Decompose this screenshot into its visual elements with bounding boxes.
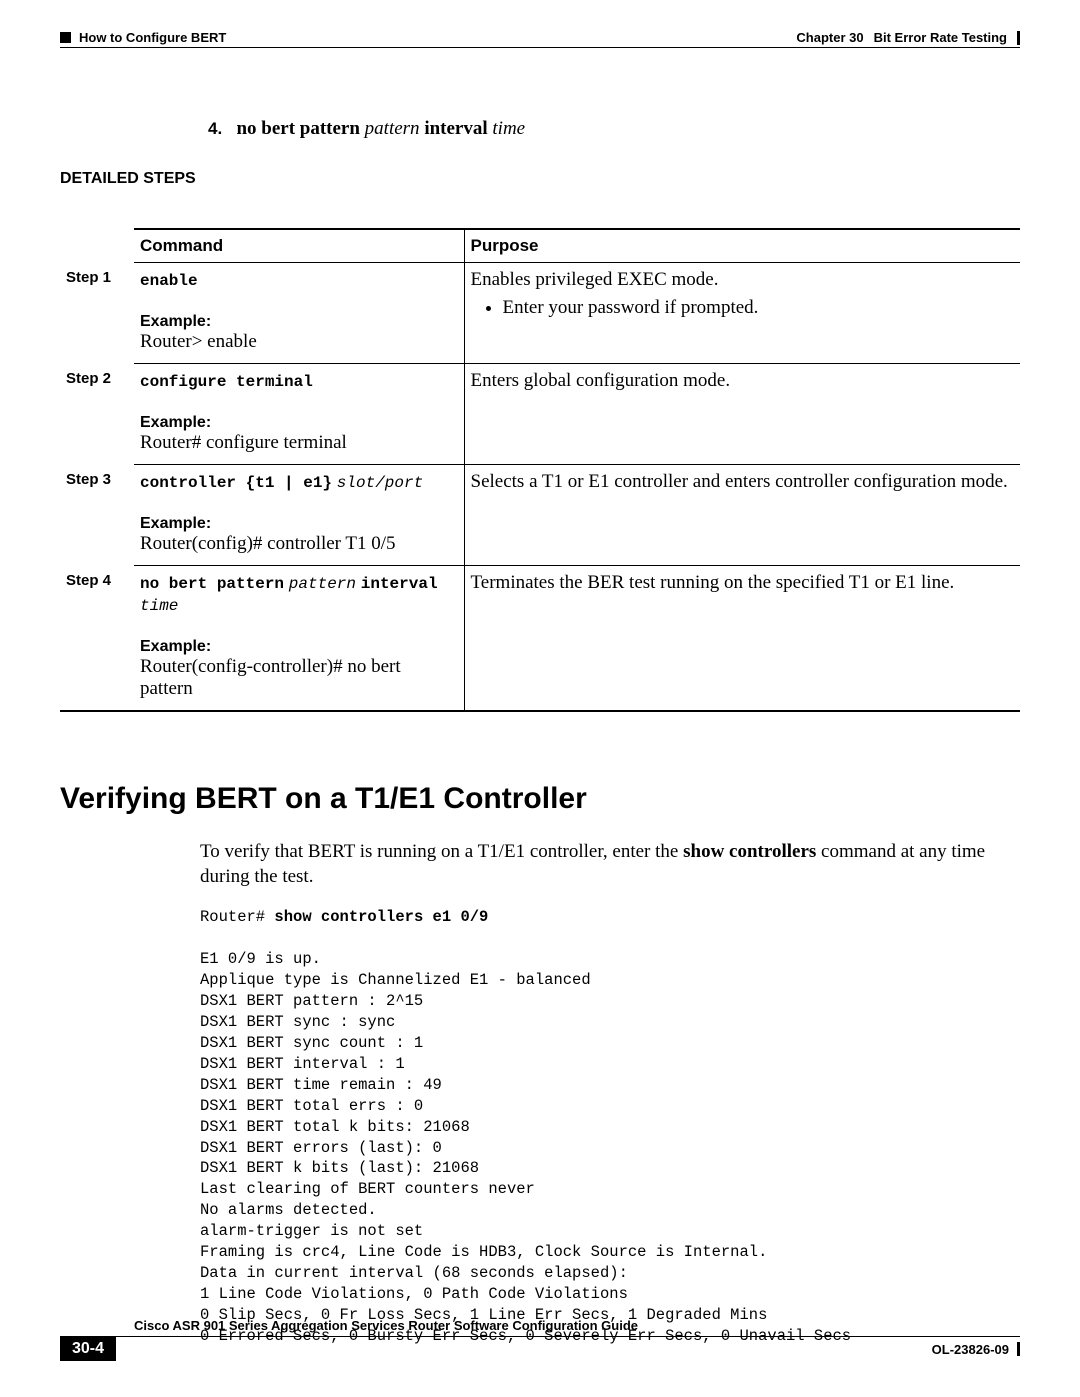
section-body: To verify that BERT is running on a T1/E…: [200, 840, 1020, 889]
table-header-empty: [60, 229, 134, 263]
doc-id-text: OL-23826-09: [932, 1342, 1009, 1357]
purpose-text: Enables privileged EXEC mode.: [471, 269, 719, 290]
purpose-cell: Enables privileged EXEC mode. Enter your…: [464, 263, 1020, 364]
command-table: Command Purpose Step 1 enable Example: R…: [60, 228, 1020, 712]
table-header-command: Command: [134, 229, 464, 263]
command-mono: configure terminal: [140, 373, 313, 391]
purpose-cell: Selects a T1 or E1 controller and enters…: [464, 465, 1020, 566]
body-bold-cmd: show controllers: [683, 841, 816, 862]
output-body: E1 0/9 is up. Applique type is Channeliz…: [200, 950, 851, 1345]
purpose-cell: Terminates the BER test running on the s…: [464, 566, 1020, 712]
summary-step-number: 4.: [208, 119, 222, 138]
header-rule: [60, 47, 1020, 48]
output-command: show controllers e1 0/9: [274, 908, 488, 926]
header-square-icon: [60, 32, 71, 43]
step-label: Step 2: [60, 364, 134, 465]
header-bar-icon: [1017, 31, 1020, 45]
command-mono2: interval: [361, 575, 438, 593]
command-cell: enable Example: Router> enable: [134, 263, 464, 364]
command-mono: enable: [140, 272, 198, 290]
section-heading: Verifying BERT on a T1/E1 Controller: [60, 782, 1020, 816]
table-row: Step 2 configure terminal Example: Route…: [60, 364, 1020, 465]
example-text: Router(config-controller)# no bert patte…: [140, 656, 401, 699]
purpose-text: Selects a T1 or E1 controller and enters…: [471, 471, 1008, 492]
purpose-text: Terminates the BER test running on the s…: [471, 572, 955, 593]
footer-bar-icon: [1017, 1342, 1020, 1356]
example-label: Example:: [140, 414, 456, 432]
command-cell: configure terminal Example: Router# conf…: [134, 364, 464, 465]
summary-step-cmd1: no bert pattern: [236, 118, 359, 139]
page-header: How to Configure BERT Chapter 30 Bit Err…: [60, 30, 1020, 45]
purpose-cell: Enters global configuration mode.: [464, 364, 1020, 465]
page-footer: Cisco ASR 901 Series Aggregation Service…: [60, 1318, 1020, 1361]
cli-output: Router# show controllers e1 0/9 E1 0/9 i…: [200, 907, 1020, 1346]
summary-step-cmd2: interval: [424, 118, 487, 139]
page-number-badge: 30-4: [60, 1337, 116, 1361]
example-label: Example:: [140, 638, 456, 656]
example-text: Router(config)# controller T1 0/5: [140, 533, 396, 554]
step-label: Step 1: [60, 263, 134, 364]
summary-step-arg2: time: [492, 118, 525, 139]
footer-row: 30-4 OL-23826-09: [60, 1337, 1020, 1361]
summary-step-4: 4. no bert pattern pattern interval time: [208, 118, 1020, 140]
command-mono: no bert pattern: [140, 575, 284, 593]
command-mono: controller {t1 | e1}: [140, 474, 332, 492]
command-arg: slot/port: [337, 474, 423, 492]
table-row: Step 3 controller {t1 | e1} slot/port Ex…: [60, 465, 1020, 566]
example-text: Router> enable: [140, 331, 257, 352]
example-label: Example:: [140, 313, 456, 331]
header-right: Chapter 30 Bit Error Rate Testing: [796, 30, 1020, 45]
footer-doc-id: OL-23826-09: [932, 1342, 1020, 1357]
example-label: Example:: [140, 515, 456, 533]
output-prompt: Router#: [200, 908, 274, 926]
table-row: Step 1 enable Example: Router> enable En…: [60, 263, 1020, 364]
detailed-steps-heading: Detailed Steps: [60, 170, 1020, 188]
step-label: Step 4: [60, 566, 134, 712]
header-section-title: How to Configure BERT: [79, 30, 226, 45]
header-chapter-title: Bit Error Rate Testing: [874, 30, 1007, 45]
table-row: Step 4 no bert pattern pattern interval …: [60, 566, 1020, 712]
table-header-purpose: Purpose: [464, 229, 1020, 263]
example-text: Router# configure terminal: [140, 432, 347, 453]
header-left: How to Configure BERT: [60, 30, 226, 45]
purpose-bullet: Enter your password if prompted.: [503, 297, 1015, 319]
header-chapter-label: Chapter 30: [796, 30, 863, 45]
command-arg2: time: [140, 597, 178, 615]
command-cell: no bert pattern pattern interval time Ex…: [134, 566, 464, 712]
table-header-row: Command Purpose: [60, 229, 1020, 263]
body-pre: To verify that BERT is running on a T1/E…: [200, 841, 683, 862]
purpose-text: Enters global configuration mode.: [471, 370, 731, 391]
command-arg: pattern: [289, 575, 356, 593]
command-cell: controller {t1 | e1} slot/port Example: …: [134, 465, 464, 566]
step-label: Step 3: [60, 465, 134, 566]
footer-doc-title: Cisco ASR 901 Series Aggregation Service…: [60, 1318, 1020, 1337]
summary-step-arg1: pattern: [365, 118, 420, 139]
